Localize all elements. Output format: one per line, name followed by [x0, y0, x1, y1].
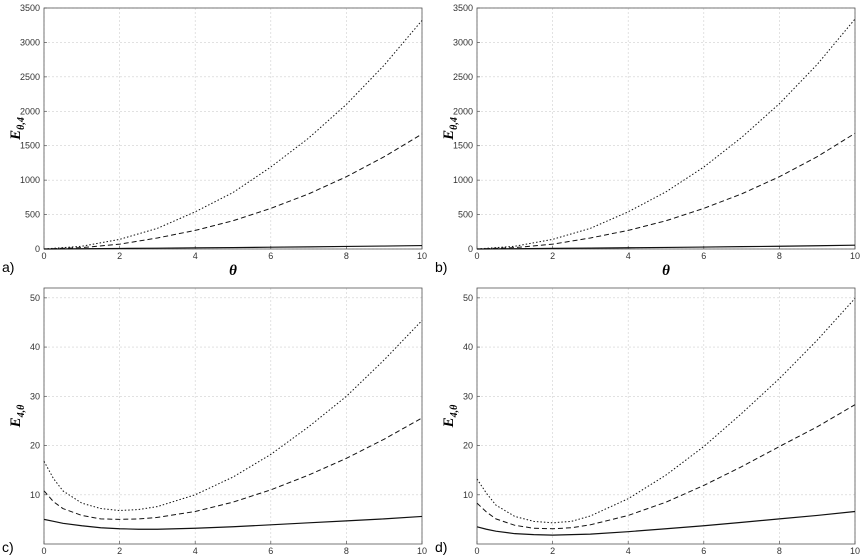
y-tick-label: 3500 [453, 3, 473, 13]
series-line-solid [476, 510, 856, 536]
chart-c: 02468101020304050θE4,θc) [2, 287, 427, 556]
x-tick-label: 10 [417, 251, 427, 261]
series-line-dashed [476, 132, 856, 250]
x-tick-label: 8 [344, 546, 349, 556]
x-tick-label: 6 [701, 251, 706, 261]
y-tick-label: 50 [30, 293, 40, 303]
x-tick-label: 10 [850, 546, 860, 556]
y-tick-label: 1500 [453, 141, 473, 151]
y-tick-label: 1000 [453, 175, 473, 185]
plot-frame [476, 7, 856, 250]
series-line-dotted [43, 320, 423, 512]
x-tick-label: 6 [268, 251, 273, 261]
series-line-dotted [476, 18, 856, 250]
panel-letter: a) [2, 259, 14, 275]
plot-frame [43, 7, 423, 250]
x-tick-label: 8 [777, 546, 782, 556]
x-tick-label: 2 [550, 251, 555, 261]
series-line-solid [43, 244, 423, 250]
x-tick-label: 10 [417, 546, 427, 556]
y-axis-label: Eθ,4 [441, 117, 460, 141]
x-tick-label: 2 [550, 546, 555, 556]
series-line-dashed [43, 133, 423, 250]
y-tick-label: 40 [30, 342, 40, 352]
y-tick-label: 10 [30, 490, 40, 500]
x-tick-label: 8 [344, 251, 349, 261]
series-line-dashed [476, 404, 856, 530]
chart-b: 0 2 4 6 8 10 0 500 1000 1500 2000 2500 3000 3500 θ Eθ,4… [435, 3, 860, 279]
y-tick-label: 500 [458, 210, 473, 220]
y-axis-label: E4,θ [8, 404, 27, 429]
y-tick-label: 30 [30, 391, 40, 401]
y-tick-label: 40 [463, 342, 473, 352]
x-tick-label: 8 [777, 251, 782, 261]
y-axis-label: E4,θ [441, 404, 460, 429]
panel-b: 0 2 4 6 8 10 0 500 1000 1500 2000 2500 3000 3500 θ Eθ,4… [433, 0, 866, 279]
x-tick-label: 0 [474, 546, 479, 556]
panel-c: 02468101020304050θE4,θc) [0, 280, 433, 557]
series-line-solid [43, 515, 423, 530]
y-tick-label: 20 [463, 441, 473, 451]
panel-letter: d) [435, 539, 447, 555]
panel-d: 02468101020304050θE4,θd) [433, 280, 866, 557]
plot-frame [476, 287, 856, 545]
y-tick-label: 500 [25, 210, 40, 220]
y-tick-label: 2000 [453, 106, 473, 116]
x-tick-label: 0 [41, 546, 46, 556]
chart-a: 0 2 4 6 8 10 0 500 1000 1500 2000 2500 3000 3500 θ Eθ,4… [2, 3, 427, 279]
x-tick-label: 0 [474, 251, 479, 261]
x-tick-label: 6 [701, 546, 706, 556]
series-line-dotted [43, 20, 423, 250]
y-tick-label: 30 [463, 391, 473, 401]
y-tick-label: 20 [30, 441, 40, 451]
x-tick-label: 4 [626, 546, 631, 556]
y-tick-label: 2500 [453, 72, 473, 82]
x-tick-label: 2 [117, 546, 122, 556]
series-line-solid [476, 244, 856, 250]
series-line-dotted [476, 298, 856, 524]
x-axis-label: θ [662, 263, 670, 279]
y-tick-label: 50 [463, 293, 473, 303]
y-tick-label: 3000 [20, 37, 40, 47]
y-tick-label: 10 [463, 490, 473, 500]
y-tick-label: 1500 [20, 141, 40, 151]
plot-frame [43, 287, 423, 545]
x-tick-label: 4 [626, 251, 631, 261]
y-tick-label: 2000 [20, 106, 40, 116]
panel-letter: c) [2, 539, 14, 555]
y-axis-label: Eθ,4 [8, 117, 27, 141]
x-axis-label: θ [229, 263, 237, 279]
x-tick-label: 6 [268, 546, 273, 556]
x-tick-label: 0 [41, 251, 46, 261]
y-tick-label: 1000 [20, 175, 40, 185]
y-tick-label: 0 [468, 244, 473, 254]
panel-a: 0 2 4 6 8 10 0 500 1000 1500 2000 2500 3000 3500 θ Eθ,4… [0, 0, 433, 279]
y-tick-label: 3000 [453, 37, 473, 47]
x-tick-label: 2 [117, 251, 122, 261]
panel-letter: b) [435, 259, 447, 275]
series-line-dashed [43, 417, 423, 520]
x-tick-label: 4 [193, 251, 198, 261]
chart-d: 02468101020304050θE4,θd) [435, 287, 860, 556]
y-tick-label: 0 [35, 244, 40, 254]
x-tick-label: 10 [850, 251, 860, 261]
x-tick-label: 4 [193, 546, 198, 556]
y-tick-label: 3500 [20, 3, 40, 13]
y-tick-label: 2500 [20, 72, 40, 82]
